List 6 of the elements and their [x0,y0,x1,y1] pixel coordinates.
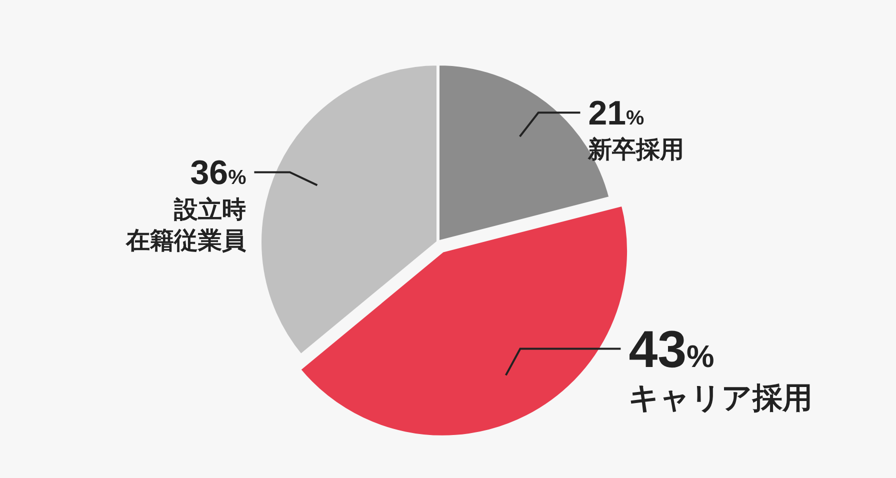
slice-label: 設立時在籍従業員 [125,196,246,255]
data-label: 43% [628,321,714,379]
data-label: 21% [588,94,644,133]
data-label: 36% [190,154,246,192]
slice-label: 新卒採用 [587,136,684,164]
slice-label: キャリア採用 [628,382,813,415]
